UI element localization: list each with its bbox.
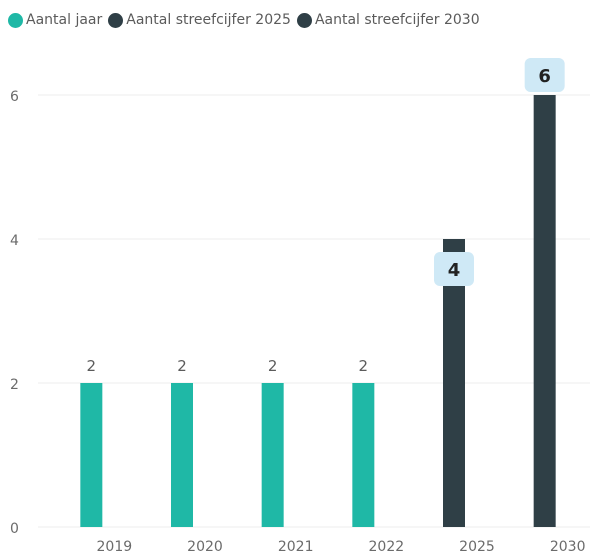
x-tick-label: 2019 — [97, 539, 133, 553]
data-label: 2 — [177, 357, 187, 375]
bar — [80, 383, 103, 527]
data-label-callout — [524, 58, 565, 92]
y-tick-label: 0 — [10, 521, 19, 537]
legend-marker — [108, 12, 124, 28]
x-tick-label: 2030 — [550, 539, 586, 553]
x-tick-label: 2020 — [187, 539, 223, 553]
data-label: 6 — [538, 66, 551, 87]
bar — [352, 383, 375, 527]
y-tick-label: 2 — [10, 377, 19, 393]
data-label: 2 — [87, 357, 97, 375]
data-label: 4 — [448, 260, 461, 281]
legend-item[interactable]: Aantal jaar — [8, 12, 102, 28]
bar — [171, 383, 193, 527]
y-tick-label: 4 — [10, 233, 19, 249]
legend-item[interactable]: Aantal streefcijfer 2025 — [108, 12, 291, 28]
data-label-callout — [434, 252, 474, 286]
bar — [533, 95, 556, 527]
legend-item[interactable]: Aantal streefcijfer 2030 — [296, 12, 480, 28]
data-label: 2 — [268, 357, 278, 375]
bar — [261, 383, 284, 527]
data-label: 2 — [359, 357, 369, 375]
y-tick-label: 6 — [10, 89, 19, 105]
legend-label: Aantal streefcijfer 2025 — [126, 12, 291, 28]
x-tick-label: 2021 — [278, 539, 314, 553]
legend-label: Aantal jaar — [26, 12, 103, 28]
x-tick-label: 2025 — [459, 539, 495, 553]
x-tick-label: 2022 — [369, 539, 405, 553]
bar — [443, 239, 465, 527]
legend-label: Aantal streefcijfer 2030 — [314, 12, 480, 28]
legend-marker — [8, 12, 23, 28]
legend-marker — [296, 12, 312, 28]
chart-legend: Aantal jaar Aantal streefcijfer 2025 Aanta… — [8, 8, 486, 32]
